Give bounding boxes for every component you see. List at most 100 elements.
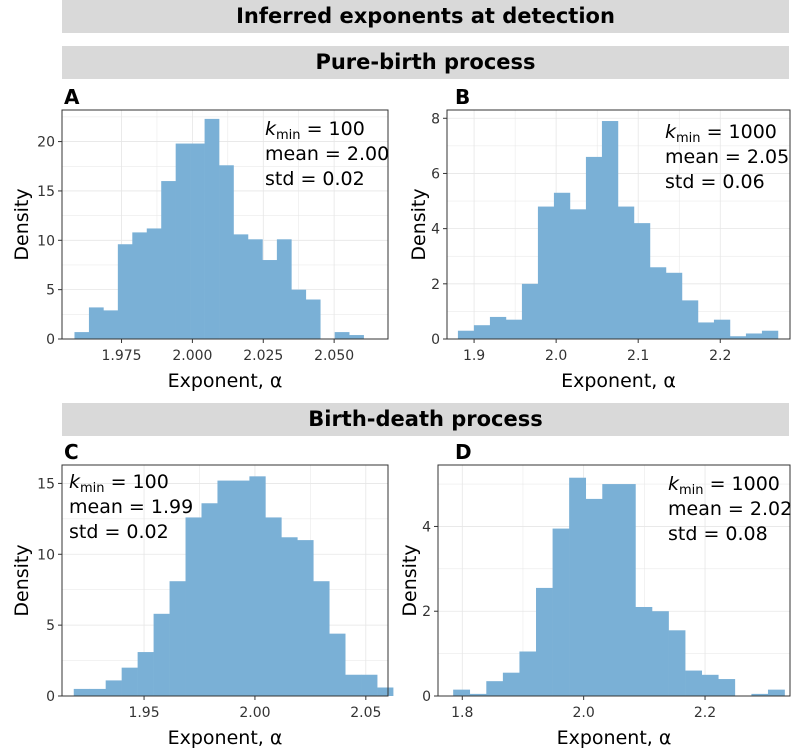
histogram-bar xyxy=(265,517,282,696)
plot-frame xyxy=(437,464,791,697)
panel-label: C xyxy=(64,440,79,464)
x-tick-label: 1.8 xyxy=(451,705,473,721)
panel-a: 1.975 2.000 2.025 2.050 0 5 10 15 20 Exponent, α D… xyxy=(11,85,389,392)
histogram-bar xyxy=(473,325,491,339)
histogram-bar xyxy=(201,503,218,696)
histogram-bar xyxy=(297,540,314,696)
kmin-subscript: min xyxy=(679,483,704,498)
histogram-bar xyxy=(453,689,471,696)
histogram-bar xyxy=(649,267,667,339)
histogram-bar xyxy=(489,316,507,339)
histogram-bar xyxy=(553,192,571,339)
y-tick-label: 6 xyxy=(431,166,440,182)
histogram-bar xyxy=(217,480,234,696)
histogram-bar xyxy=(761,330,779,339)
row-label-birth-death: Birth-death process xyxy=(62,403,789,436)
annotation-mean: mean = 2.05 xyxy=(665,146,789,168)
y-axis-title: Density xyxy=(399,544,421,616)
histogram-bar xyxy=(185,517,202,696)
histogram-bar xyxy=(329,633,346,696)
histogram-bar xyxy=(89,688,106,696)
x-axis-title: Exponent, α xyxy=(168,727,283,749)
histogram-bar xyxy=(521,283,539,339)
y-tick-label: 4 xyxy=(422,519,431,535)
y-tick-label: 15 xyxy=(37,476,55,492)
annotation-kmin: kmin = 1000 xyxy=(665,121,777,146)
annotation-std: std = 0.02 xyxy=(265,168,365,190)
histogram-bar xyxy=(486,681,504,696)
plot-frame xyxy=(446,109,791,340)
kmin-symbol: k xyxy=(665,121,677,143)
x-tick-label: 2.2 xyxy=(694,705,716,721)
y-tick-label: 0 xyxy=(422,689,431,705)
annotation-kmin: kmin = 100 xyxy=(69,471,169,496)
histogram-bar xyxy=(729,336,747,339)
figure-title: Inferred exponents at detection xyxy=(62,0,789,33)
histogram-bar xyxy=(718,679,736,696)
histogram-bar xyxy=(505,319,523,339)
histogram-bar xyxy=(262,260,278,339)
kmin-value: = 1000 xyxy=(704,473,780,495)
annotation-mean: mean = 2.00 xyxy=(265,143,389,165)
histogram-bar xyxy=(751,693,769,696)
x-axis-title: Exponent, α xyxy=(557,727,672,749)
histogram-bar xyxy=(697,322,715,339)
histogram-bar xyxy=(88,307,104,339)
kmin-subscript: min xyxy=(80,481,105,496)
histogram-bar xyxy=(105,680,122,696)
y-tick-label: 10 xyxy=(37,233,55,249)
histogram-bar xyxy=(668,630,686,696)
histogram-bar xyxy=(361,674,378,696)
histogram-bar xyxy=(161,181,176,339)
y-tick-label: 15 xyxy=(37,184,55,200)
histogram-bar xyxy=(633,223,651,339)
row-label-pure-birth: Pure-birth process xyxy=(62,46,789,79)
histogram-bar xyxy=(74,332,90,339)
histogram-bar xyxy=(602,484,620,696)
x-tick-label: 2.050 xyxy=(314,348,354,364)
histogram-bar xyxy=(569,477,587,696)
x-tick-label: 1.975 xyxy=(101,348,141,364)
kmin-value: = 100 xyxy=(301,118,365,140)
x-axis-title: Exponent, α xyxy=(168,370,283,392)
panel-b: 1.9 2.0 2.1 2.2 0 2 4 6 8 Exponent, α Density Bkmin… xyxy=(408,85,791,392)
histogram-bar xyxy=(701,674,719,696)
kmin-symbol: k xyxy=(668,473,680,495)
kmin-value: = 100 xyxy=(105,471,169,493)
histogram-bar xyxy=(569,209,587,339)
annotation-std: std = 0.08 xyxy=(668,523,768,545)
histogram-bar xyxy=(601,121,619,339)
x-axis-title: Exponent, α xyxy=(561,370,676,392)
annotation-std: std = 0.02 xyxy=(69,521,169,543)
panel-label: B xyxy=(455,85,470,109)
histogram-bar xyxy=(175,143,191,339)
y-axis-title: Density xyxy=(11,188,33,260)
histogram-bar xyxy=(349,335,364,339)
histogram-bar xyxy=(665,272,683,339)
annotation-std: std = 0.06 xyxy=(665,171,765,193)
histogram-bar xyxy=(247,239,263,339)
histogram-bar xyxy=(457,330,475,339)
histogram-bar xyxy=(219,165,234,339)
y-tick-label: 0 xyxy=(46,689,55,705)
histogram-bar xyxy=(137,652,154,696)
histogram-bar xyxy=(585,156,603,339)
y-tick-label: 20 xyxy=(37,135,55,151)
kmin-symbol: k xyxy=(265,118,277,140)
x-tick-label: 2.0 xyxy=(545,348,567,364)
x-tick-label: 2.2 xyxy=(709,348,731,364)
histogram-bar xyxy=(132,232,148,339)
kmin-subscript: min xyxy=(276,128,301,143)
y-axis-title: Density xyxy=(11,544,33,616)
x-tick-label: 2.00 xyxy=(239,705,270,721)
histogram-bar xyxy=(190,143,205,339)
x-tick-label: 1.95 xyxy=(128,705,159,721)
histogram-bar xyxy=(536,587,553,696)
y-tick-label: 4 xyxy=(431,222,440,238)
histogram-bar xyxy=(204,118,220,339)
y-tick-label: 0 xyxy=(46,332,55,348)
histogram-bar xyxy=(305,299,321,339)
histogram-bar xyxy=(233,480,250,696)
histogram-bar xyxy=(767,689,785,696)
histogram-bar xyxy=(651,611,669,696)
